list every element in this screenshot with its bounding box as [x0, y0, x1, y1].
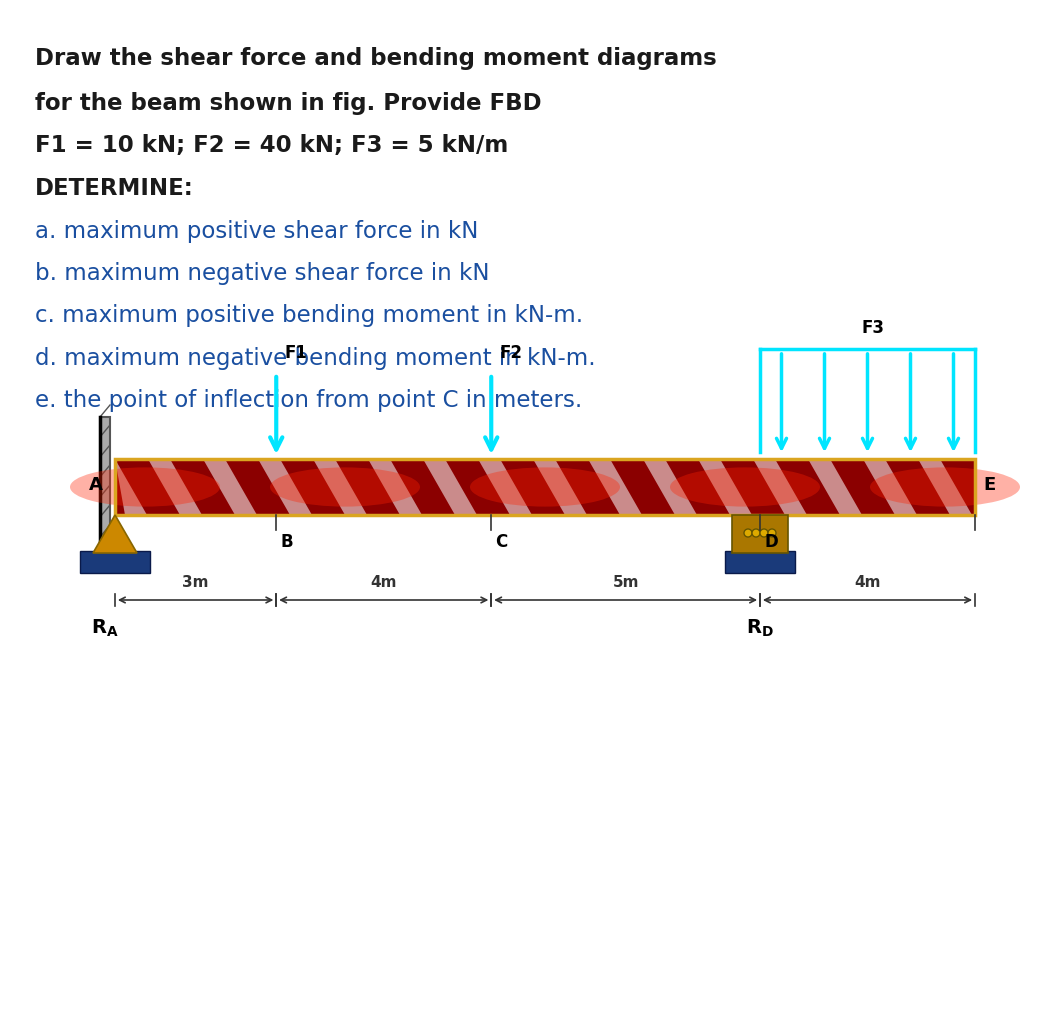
Text: 3m: 3m — [182, 575, 209, 590]
Ellipse shape — [470, 467, 620, 507]
Polygon shape — [808, 459, 862, 515]
Text: F2: F2 — [499, 344, 523, 362]
Bar — [725, 551, 795, 573]
Polygon shape — [588, 459, 642, 515]
Ellipse shape — [70, 467, 220, 507]
Polygon shape — [148, 459, 202, 515]
Text: $\mathregular{R_D}$: $\mathregular{R_D}$ — [746, 618, 774, 640]
Text: a. maximum positive shear force in kN: a. maximum positive shear force in kN — [35, 220, 478, 243]
Text: F1 = 10 kN; F2 = 40 kN; F3 = 5 kN/m: F1 = 10 kN; F2 = 40 kN; F3 = 5 kN/m — [35, 134, 508, 157]
Text: $\mathregular{R_A}$: $\mathregular{R_A}$ — [91, 618, 119, 640]
Ellipse shape — [670, 467, 820, 507]
Polygon shape — [533, 459, 587, 515]
Text: F1: F1 — [284, 344, 307, 362]
Circle shape — [752, 529, 760, 537]
Polygon shape — [863, 459, 917, 515]
Bar — [114, 459, 975, 515]
Polygon shape — [114, 459, 147, 515]
Text: b. maximum negative shear force in kN: b. maximum negative shear force in kN — [35, 262, 490, 285]
Text: E: E — [983, 476, 995, 494]
Polygon shape — [423, 459, 477, 515]
Circle shape — [768, 529, 776, 537]
Polygon shape — [93, 515, 137, 553]
Bar — [80, 551, 151, 573]
Polygon shape — [918, 459, 972, 515]
Text: C: C — [495, 533, 508, 551]
Ellipse shape — [270, 467, 420, 507]
Circle shape — [744, 529, 752, 537]
Text: DETERMINE:: DETERMINE: — [35, 177, 194, 200]
Circle shape — [760, 529, 768, 537]
Text: for the beam shown in fig. Provide FBD: for the beam shown in fig. Provide FBD — [35, 92, 542, 115]
Polygon shape — [643, 459, 697, 515]
Bar — [100, 417, 110, 557]
Text: 4m: 4m — [854, 575, 881, 590]
Bar — [732, 515, 788, 553]
Text: A: A — [89, 476, 103, 494]
Polygon shape — [368, 459, 422, 515]
Text: Draw the shear force and bending moment diagrams: Draw the shear force and bending moment … — [35, 47, 717, 69]
Polygon shape — [478, 459, 532, 515]
Text: d. maximum negative bending moment in kN-m.: d. maximum negative bending moment in kN… — [35, 347, 596, 370]
Polygon shape — [258, 459, 312, 515]
Text: F3: F3 — [861, 319, 884, 337]
Bar — [114, 459, 975, 515]
Polygon shape — [697, 459, 752, 515]
Polygon shape — [313, 459, 367, 515]
Text: D: D — [764, 533, 778, 551]
Text: 5m: 5m — [613, 575, 639, 590]
Text: 4m: 4m — [371, 575, 398, 590]
Text: e. the point of inflection from point C in meters.: e. the point of inflection from point C … — [35, 389, 582, 412]
Ellipse shape — [870, 467, 1020, 507]
Text: B: B — [280, 533, 293, 551]
Polygon shape — [204, 459, 257, 515]
Text: c. maximum positive bending moment in kN-m.: c. maximum positive bending moment in kN… — [35, 304, 583, 327]
Polygon shape — [753, 459, 807, 515]
